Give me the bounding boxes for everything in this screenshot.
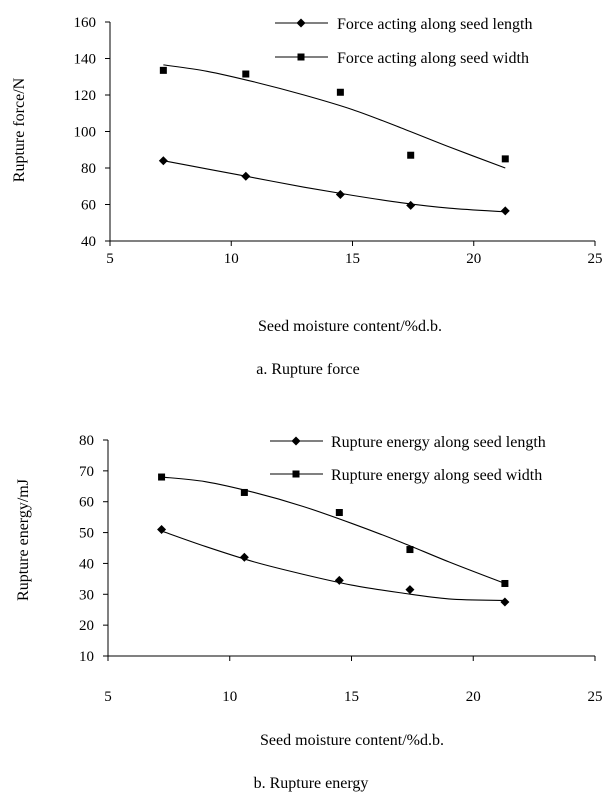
trend-lines (161, 476, 506, 602)
data-point-diamond (334, 575, 344, 585)
data-point-diamond (500, 597, 510, 607)
x-tick-label: 25 (588, 251, 603, 267)
x-ticks: 5 10 15 20 25 (106, 241, 603, 267)
trend-line-length (163, 160, 506, 213)
y-tick-label: 140 (74, 52, 97, 68)
trend-line-width (161, 476, 506, 584)
x-tick-label: 10 (224, 251, 239, 267)
data-point-square (240, 488, 248, 496)
y-tick-label: 20 (79, 618, 94, 634)
data-point-diamond (239, 552, 249, 562)
legend-label-length: Rupture energy along seed length (331, 434, 546, 451)
y-tick-label: 70 (79, 464, 94, 480)
data-point-square (501, 579, 509, 587)
legend-item-length: Rupture energy along seed length (270, 434, 546, 451)
y-tick-label: 40 (81, 234, 96, 250)
legend: Rupture energy along seed length Rupture… (270, 434, 546, 484)
x-tick-label: 15 (345, 251, 360, 267)
x-axis-title: Seed moisture content/%d.b. (260, 732, 444, 749)
x-tick-label: 25 (588, 689, 603, 705)
data-point-diamond (158, 156, 168, 166)
trend-line-length (161, 530, 505, 602)
rupture-force-chart: 40 60 80 100 120 140 160 5 10 15 20 25 Force actin… (11, 15, 603, 378)
data-point-square (242, 70, 250, 78)
legend-label-width: Force acting along seed width (337, 50, 529, 67)
x-tick-label: 10 (222, 689, 237, 705)
trend-line-width (163, 64, 506, 169)
y-tick-label: 80 (81, 161, 96, 177)
data-point-square (159, 66, 167, 74)
data-point-diamond (500, 206, 510, 216)
legend-label-length: Force acting along seed length (337, 16, 533, 33)
data-point-diamond (241, 171, 251, 181)
chart-caption: b. Rupture energy (254, 775, 369, 792)
legend-square-marker (292, 470, 300, 478)
x-tick-label: 5 (106, 251, 114, 267)
y-ticks: 10 20 30 40 50 60 70 80 (79, 433, 108, 665)
legend-diamond-marker (296, 18, 306, 28)
data-point-diamond (405, 585, 415, 595)
y-tick-label: 10 (79, 649, 94, 665)
y-ticks: 40 60 80 100 120 140 160 (74, 15, 110, 250)
data-points (158, 66, 510, 216)
data-point-diamond (335, 189, 345, 199)
data-points (157, 473, 510, 607)
data-point-square (406, 546, 414, 554)
data-point-square (335, 509, 343, 517)
y-tick-label: 100 (74, 125, 97, 141)
data-point-diamond (157, 524, 167, 534)
legend-square-marker (297, 53, 305, 61)
y-axis-title: Rupture force/N (11, 77, 28, 182)
y-tick-label: 80 (79, 433, 94, 449)
rupture-energy-chart: 10 20 30 40 50 60 70 80 5 10 15 20 25 Rupture energ… (15, 433, 603, 792)
legend-item-length: Force acting along seed length (275, 16, 533, 33)
trend-lines (163, 64, 506, 213)
x-tick-label: 20 (466, 689, 481, 705)
legend-item-width: Force acting along seed width (275, 50, 529, 67)
y-tick-label: 40 (79, 556, 94, 572)
x-tick-label: 5 (104, 689, 112, 705)
legend-label-width: Rupture energy along seed width (331, 467, 542, 484)
y-tick-label: 60 (79, 495, 94, 511)
data-point-square (407, 151, 415, 159)
y-tick-label: 60 (81, 198, 96, 214)
data-point-square (158, 473, 166, 481)
x-tick-label: 15 (344, 689, 359, 705)
x-tick-label: 20 (466, 251, 481, 267)
y-tick-label: 120 (74, 88, 97, 104)
legend-diamond-marker (291, 436, 301, 446)
y-tick-label: 30 (79, 587, 94, 603)
legend-item-width: Rupture energy along seed width (270, 467, 542, 484)
y-tick-label: 160 (74, 15, 97, 31)
x-axis-title: Seed moisture content/%d.b. (258, 318, 442, 335)
y-axis-title: Rupture energy/mJ (15, 479, 32, 601)
data-point-square (336, 88, 344, 96)
data-point-square (501, 155, 509, 163)
data-point-diamond (406, 200, 416, 210)
y-tick-label: 50 (79, 526, 94, 542)
chart-caption: a. Rupture force (256, 361, 360, 378)
x-ticks: 5 10 15 20 25 (104, 656, 603, 705)
legend: Force acting along seed length Force act… (275, 16, 533, 67)
